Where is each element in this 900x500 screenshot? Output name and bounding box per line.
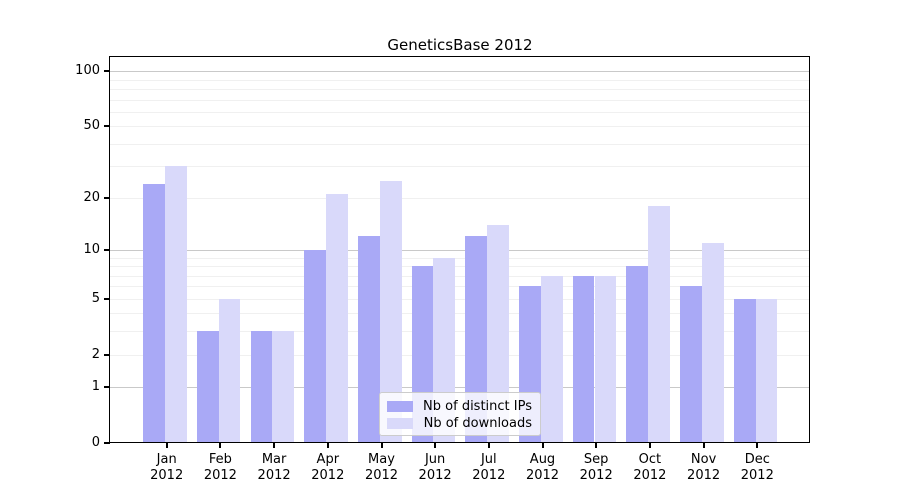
xtick-label-jul: Jul 2012 <box>472 452 506 483</box>
bar-distinct-ips-feb <box>196 331 219 443</box>
xtick-mark-sep <box>595 443 598 448</box>
bar-downloads-may <box>379 180 402 443</box>
xtick-label-jun: Jun 2012 <box>418 452 452 483</box>
xtick-mark-aug <box>541 443 544 448</box>
bar-downloads-apr <box>326 194 348 443</box>
bar-distinct-ips-jan <box>143 183 165 443</box>
gridline-major-10 <box>110 249 810 251</box>
bar-downloads-nov <box>701 242 724 443</box>
xtick-mark-apr <box>326 443 329 448</box>
ytick-label-100: 100 <box>75 63 100 79</box>
legend-label-downloads: Nb of downloads <box>423 416 532 431</box>
xtick-mark-oct <box>648 443 651 448</box>
ytick-label-10: 10 <box>83 241 100 257</box>
bar-distinct-ips-nov <box>680 286 702 443</box>
legend-entry-distinct-ips: Nb of distinct IPs <box>387 398 532 415</box>
bar-distinct-ips-sep <box>572 275 595 443</box>
gridline-minor-5 <box>110 298 810 300</box>
plot-area <box>110 57 810 443</box>
bar-distinct-ips-mar <box>250 331 273 443</box>
ytick-label-2: 2 <box>91 346 100 362</box>
bar-downloads-jan <box>165 166 187 443</box>
ytick-mark-50 <box>104 125 110 128</box>
xtick-mark-mar <box>273 443 276 448</box>
ytick-mark-10 <box>104 248 110 251</box>
ytick-label-50: 50 <box>83 118 100 134</box>
gridline-minor-30 <box>110 166 810 168</box>
bar-downloads-jul <box>487 224 509 443</box>
legend-entry-downloads: Nb of downloads <box>387 415 532 432</box>
gridline-minor-3 <box>110 331 810 333</box>
gridline-minor-80 <box>110 89 810 90</box>
xtick-label-mar: Mar 2012 <box>257 452 291 483</box>
xtick-mark-feb <box>219 443 222 448</box>
ytick-label-5: 5 <box>91 290 100 306</box>
xtick-label-oct: Oct 2012 <box>633 452 667 483</box>
xtick-mark-jun <box>434 443 437 448</box>
gridline-minor-90 <box>110 79 810 81</box>
legend-swatch-downloads <box>387 418 413 429</box>
legend-label-distinct-ips: Nb of distinct IPs <box>423 399 532 414</box>
ytick-label-0: 0 <box>91 435 100 450</box>
bar-downloads-oct <box>648 205 670 443</box>
gridline-minor-7 <box>110 275 810 277</box>
gridline-minor-2 <box>110 354 810 356</box>
ytick-label-1: 1 <box>91 379 100 395</box>
gridline-minor-40 <box>110 143 810 145</box>
gridline-minor-50 <box>110 126 810 128</box>
chart-title: GeneticsBase 2012 <box>387 36 533 54</box>
bar-distinct-ips-oct <box>626 266 649 443</box>
gridline-major-1 <box>110 387 810 389</box>
bar-downloads-aug <box>540 275 563 443</box>
xtick-label-sep: Sep 2012 <box>579 452 613 483</box>
bar-distinct-ips-may <box>358 236 380 443</box>
xtick-label-aug: Aug 2012 <box>525 452 560 483</box>
bar-downloads-mar <box>272 331 295 443</box>
xtick-label-nov: Nov 2012 <box>687 452 721 483</box>
gridline-minor-20 <box>110 197 810 199</box>
xtick-mark-jul <box>487 443 490 448</box>
gridline-minor-6 <box>110 286 810 288</box>
bar-distinct-ips-jul <box>465 236 488 443</box>
xtick-label-feb: Feb 2012 <box>203 452 237 483</box>
ytick-mark-100 <box>104 70 110 73</box>
bar-downloads-sep <box>594 275 617 443</box>
xtick-label-jan: Jan 2012 <box>150 452 184 483</box>
ytick-mark-1 <box>104 386 110 389</box>
bar-distinct-ips-dec <box>733 298 756 443</box>
xtick-label-dec: Dec 2012 <box>740 452 774 483</box>
gridline-minor-9 <box>110 257 810 259</box>
gridline-major-100 <box>110 71 810 73</box>
ytick-mark-5 <box>104 297 110 300</box>
xtick-mark-may <box>380 443 383 448</box>
xtick-mark-dec <box>756 443 759 448</box>
ytick-mark-2 <box>104 353 110 356</box>
xtick-mark-nov <box>702 443 705 448</box>
gridline-minor-60 <box>110 111 810 113</box>
legend-swatch-distinct-ips <box>387 401 413 412</box>
bar-distinct-ips-apr <box>304 249 327 443</box>
ytick-mark-20 <box>104 196 110 199</box>
bar-downloads-feb <box>218 298 241 443</box>
gridline-minor-8 <box>110 266 810 267</box>
bar-downloads-dec <box>755 298 778 443</box>
ytick-mark-0 <box>104 442 110 444</box>
xtick-label-may: May 2012 <box>364 452 399 483</box>
xtick-label-apr: Apr 2012 <box>311 452 345 483</box>
xtick-mark-jan <box>165 443 168 448</box>
ytick-label-20: 20 <box>83 189 100 205</box>
legend: Nb of distinct IPs Nb of downloads <box>379 392 541 436</box>
gridline-minor-70 <box>110 99 810 101</box>
gridline-minor-4 <box>110 313 810 315</box>
